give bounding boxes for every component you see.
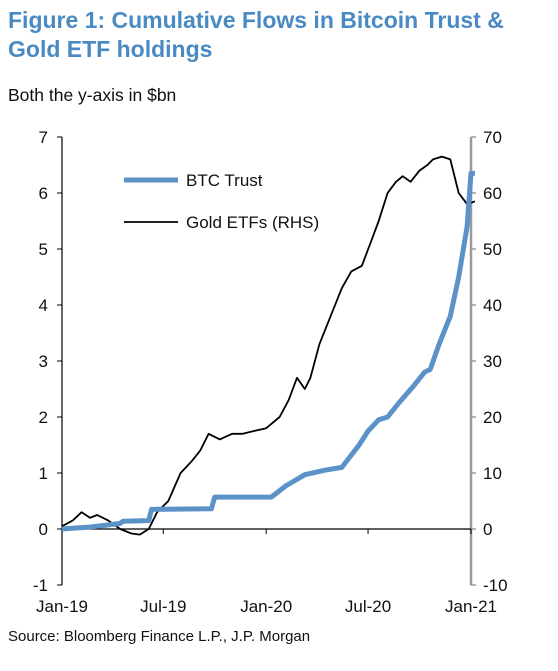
left-tick-label: 4 [39,296,48,315]
right-tick-label: 0 [483,520,492,539]
x-tick-label: Jan-20 [240,597,292,616]
right-tick-label: 40 [483,296,502,315]
left-tick-label: 1 [39,464,48,483]
gold-etfs-line [61,155,476,536]
chart-source: Source: Bloomberg Finance L.P., J.P. Mor… [8,628,311,645]
x-tick-label: Jul-19 [140,597,186,616]
left-tick-label: 6 [39,184,48,203]
x-tick-label: Jan-19 [36,597,88,616]
x-tick-label: Jul-20 [345,597,391,616]
chart-subtitle: Both the y-axis in $bn [8,85,177,105]
left-tick-label: 5 [39,240,48,259]
legend-label-btc: BTC Trust [186,171,263,190]
chart-title: Figure 1: Cumulative Flows in Bitcoin Tr… [8,7,504,62]
left-tick-label: 2 [39,408,48,427]
right-tick-label: 10 [483,464,502,483]
left-tick-label: 0 [39,520,48,539]
right-tick-label: 70 [483,128,502,147]
left-tick-label: 7 [39,128,48,147]
left-tick-label: 3 [39,352,48,371]
btc-trust-line [61,170,475,532]
x-tick-label: Jan-21 [445,597,497,616]
series-layer [61,155,476,536]
right-tick-label: 50 [483,240,502,259]
legend-label-gold: Gold ETFs (RHS) [186,213,319,232]
right-tick-label: 60 [483,184,502,203]
legend: BTC Trust Gold ETFs (RHS) [124,171,319,232]
right-tick-label: 20 [483,408,502,427]
left-tick-label: -1 [33,576,48,595]
right-tick-label: 30 [483,352,502,371]
right-tick-label: -10 [483,576,508,595]
